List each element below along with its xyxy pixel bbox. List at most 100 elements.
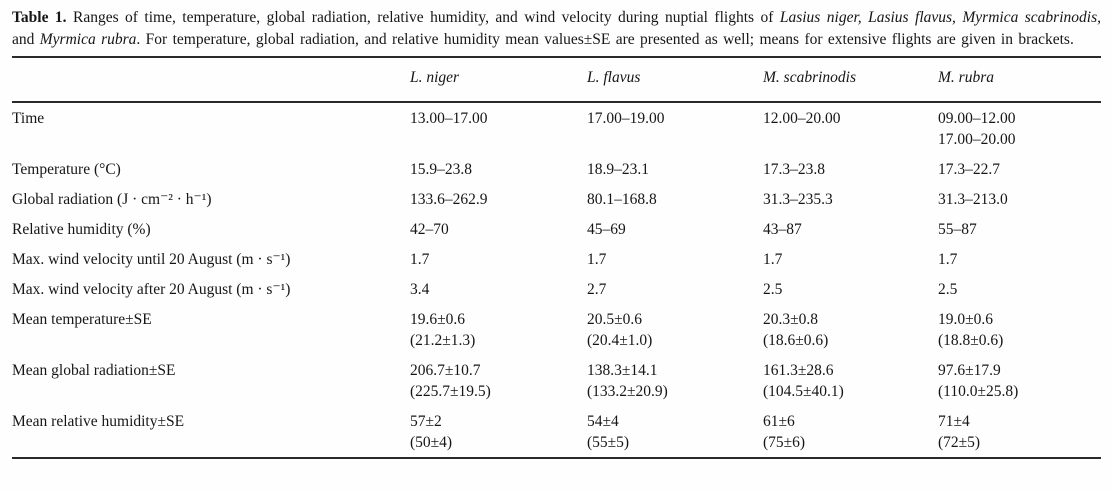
- value-line: 17.00–20.00: [938, 131, 1016, 148]
- value-line: 19.6±0.6: [410, 311, 466, 328]
- value-line: 97.6±17.9: [938, 362, 1001, 379]
- table-caption: Table 1. Ranges of time, temperature, gl…: [12, 7, 1101, 51]
- header-m-scabrinodis: M. scabrinodis: [763, 57, 938, 103]
- value-cell: 71±4 (72±5): [938, 406, 1101, 458]
- value-line: 20.5±0.6: [587, 311, 643, 328]
- table-row: Global radiation (J · cm⁻² · h⁻¹) 133.6–2…: [12, 184, 1101, 214]
- value-cell: 09.00–12.00 17.00–20.00: [938, 102, 1101, 154]
- row-label: Temperature (°C): [12, 161, 121, 178]
- value-line: 45–69: [587, 221, 626, 238]
- table-row: Time 13.00–17.00 17.00–19.00 12.00–20.00 09.…: [12, 102, 1101, 154]
- value-cell: 20.5±0.6 (20.4±1.0): [587, 304, 763, 355]
- value-cell: 2.5: [938, 274, 1101, 304]
- value-line: 2.7: [587, 281, 607, 298]
- data-table: L. niger L. flavus M. scabrinodis M. rub…: [12, 56, 1101, 459]
- value-cell: 18.9–23.1: [587, 154, 763, 184]
- value-line: 17.3–23.8: [763, 161, 825, 178]
- value-cell: 17.00–19.00: [587, 102, 763, 154]
- table-caption-text-3: . For temperature, global radiation, and…: [136, 31, 1074, 48]
- value-line: 09.00–12.00: [938, 110, 1016, 127]
- value-cell: 43–87: [763, 214, 938, 244]
- value-cell: 19.6±0.6 (21.2±1.3): [410, 304, 587, 355]
- value-cell: 3.4: [410, 274, 587, 304]
- value-cell: 57±2 (50±4): [410, 406, 587, 458]
- value-line: 42–70: [410, 221, 449, 238]
- header-m-rubra: M. rubra: [938, 57, 1101, 103]
- table-row: Relative humidity (%) 42–70 45–69 43–87 55–8…: [12, 214, 1101, 244]
- value-line: 1.7: [938, 251, 958, 268]
- value-line: 12.00–20.00: [763, 110, 841, 127]
- value-cell: 17.3–22.7: [938, 154, 1101, 184]
- row-label: Max. wind velocity after 20 August (m · …: [12, 281, 291, 298]
- value-cell: 54±4 (55±5): [587, 406, 763, 458]
- value-cell: 2.7: [587, 274, 763, 304]
- value-line: (20.4±1.0): [587, 332, 653, 349]
- header-l-flavus: L. flavus: [587, 57, 763, 103]
- header-empty-cell: [12, 57, 410, 103]
- value-line: 17.00–19.00: [587, 110, 665, 127]
- value-line: 31.3–235.3: [763, 191, 833, 208]
- row-label: Max. wind velocity until 20 August (m · …: [12, 251, 291, 268]
- table-row: Temperature (°C) 15.9–23.8 18.9–23.1 17.3–2…: [12, 154, 1101, 184]
- value-cell: 97.6±17.9 (110.0±25.8): [938, 355, 1101, 406]
- value-cell: 138.3±14.1 (133.2±20.9): [587, 355, 763, 406]
- value-line: 133.6–262.9: [410, 191, 488, 208]
- value-line: 80.1–168.8: [587, 191, 657, 208]
- value-line: 2.5: [938, 281, 958, 298]
- table-row: Mean global radiation±SE 206.7±10.7 (225.7…: [12, 355, 1101, 406]
- value-cell: 55–87: [938, 214, 1101, 244]
- table-caption-text-1: Ranges of time, temperature, global radi…: [66, 9, 780, 26]
- value-cell: 17.3–23.8: [763, 154, 938, 184]
- value-cell: 42–70: [410, 214, 587, 244]
- value-line: 71±4: [938, 413, 970, 430]
- value-cell: 1.7: [587, 244, 763, 274]
- value-line: 3.4: [410, 281, 430, 298]
- row-label: Mean global radiation±SE: [12, 362, 176, 379]
- value-line: 55–87: [938, 221, 977, 238]
- value-cell: 31.3–213.0: [938, 184, 1101, 214]
- value-cell: 80.1–168.8: [587, 184, 763, 214]
- value-line: (55±5): [587, 434, 630, 451]
- row-label: Mean temperature±SE: [12, 311, 152, 328]
- table-caption-species-last: Myrmica rubra: [39, 31, 137, 48]
- value-line: 43–87: [763, 221, 802, 238]
- table-caption-species-group: Lasius niger, Lasius flavus, Myrmica sca…: [779, 9, 1101, 26]
- value-line: 2.5: [763, 281, 783, 298]
- value-line: (225.7±19.5): [410, 383, 491, 400]
- value-line: 161.3±28.6: [763, 362, 834, 379]
- value-cell: 133.6–262.9: [410, 184, 587, 214]
- value-line: 17.3–22.7: [938, 161, 1000, 178]
- value-cell: 45–69: [587, 214, 763, 244]
- value-line: 31.3–213.0: [938, 191, 1008, 208]
- value-cell: 13.00–17.00: [410, 102, 587, 154]
- value-line: 1.7: [410, 251, 430, 268]
- table-row: Max. wind velocity until 20 August (m · …: [12, 244, 1101, 274]
- value-line: (104.5±40.1): [763, 383, 844, 400]
- value-cell: 2.5: [763, 274, 938, 304]
- row-label: Relative humidity (%): [12, 221, 151, 238]
- value-line: (110.0±25.8): [938, 383, 1019, 400]
- value-cell: 1.7: [763, 244, 938, 274]
- value-cell: 15.9–23.8: [410, 154, 587, 184]
- value-line: (72±5): [938, 434, 981, 451]
- value-line: 138.3±14.1: [587, 362, 658, 379]
- value-line: 15.9–23.8: [410, 161, 472, 178]
- value-line: 206.7±10.7: [410, 362, 481, 379]
- table-row: Max. wind velocity after 20 August (m · …: [12, 274, 1101, 304]
- header-l-niger: L. niger: [410, 57, 587, 103]
- table-body: Time 13.00–17.00 17.00–19.00 12.00–20.00 09.…: [12, 102, 1101, 458]
- value-cell: 12.00–20.00: [763, 102, 938, 154]
- value-line: (21.2±1.3): [410, 332, 476, 349]
- row-label: Time: [12, 110, 45, 127]
- value-line: 54±4: [587, 413, 619, 430]
- value-line: 57±2: [410, 413, 442, 430]
- value-line: 13.00–17.00: [410, 110, 488, 127]
- value-line: (50±4): [410, 434, 453, 451]
- table-row: Mean relative humidity±SE 57±2 (50±4) 54±4 (…: [12, 406, 1101, 458]
- value-line: 1.7: [587, 251, 607, 268]
- value-cell: 61±6 (75±6): [763, 406, 938, 458]
- value-line: (18.8±0.6): [938, 332, 1004, 349]
- value-line: (18.6±0.6): [763, 332, 829, 349]
- table-caption-text-2: and: [12, 31, 40, 48]
- value-line: 1.7: [763, 251, 783, 268]
